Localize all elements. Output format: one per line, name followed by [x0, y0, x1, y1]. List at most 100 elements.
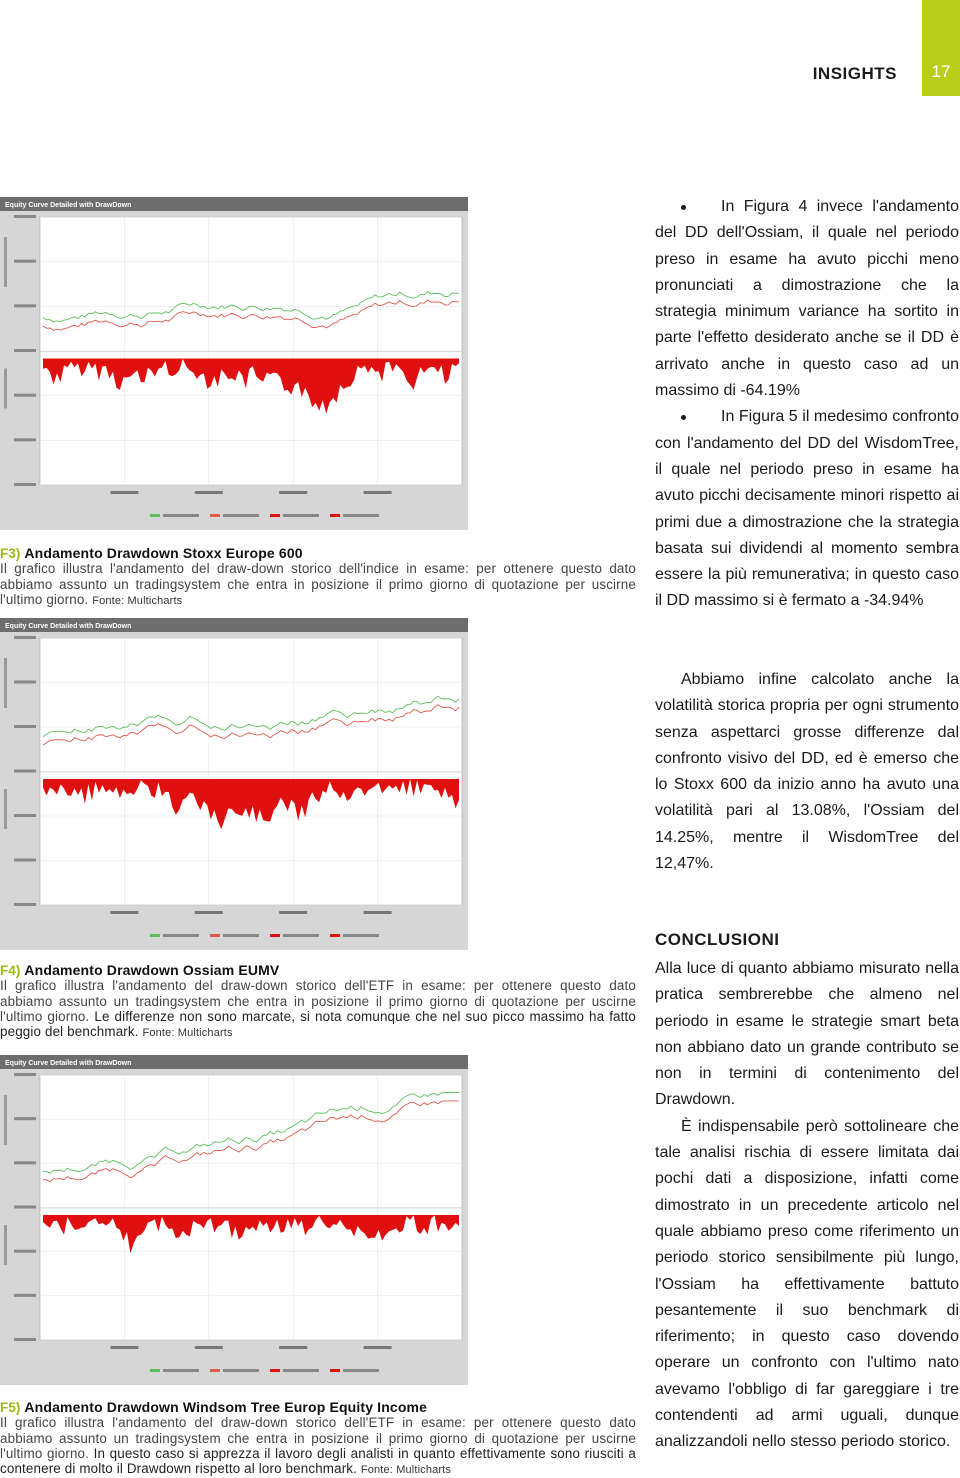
page-tab — [922, 0, 960, 96]
bullet-item: In Figura 5 il medesimo confronto con l'… — [655, 404, 959, 614]
drawdown-area — [43, 1215, 459, 1254]
caption-note: In questo caso si apprezza il lavoro deg… — [0, 1445, 636, 1477]
figure-chart: Equity Curve Detailed with DrawDown — [0, 618, 468, 950]
tick-label-blur — [14, 1338, 36, 1341]
figure-title: Andamento Drawdown Ossiam EUMV — [24, 962, 280, 978]
tick-label-blur — [14, 858, 36, 862]
chart-header — [0, 618, 468, 632]
tick-label-blur — [363, 1346, 392, 1349]
tick-label-blur — [14, 393, 36, 397]
caption-text: Il grafico illustra l'andamento del draw… — [0, 1415, 636, 1461]
legend-swatch — [150, 514, 160, 517]
equity-low-line — [42, 1100, 459, 1183]
tick-label-blur — [279, 491, 308, 494]
source: Fonte: Multicharts — [360, 1464, 452, 1477]
legend-swatch — [330, 1369, 340, 1372]
bullet-text: In Figura 4 invece l'andamento del DD de… — [655, 198, 959, 400]
bullet — [681, 205, 686, 210]
equity-high-line — [42, 291, 460, 323]
source: Fonte: Multicharts — [92, 594, 183, 607]
paragraph: Abbiamo infine calcolato anche la volati… — [655, 667, 959, 877]
tick-label-blur — [14, 304, 36, 308]
figure-chart: Equity Curve Detailed with DrawDown — [0, 197, 468, 530]
tick-label-blur — [14, 349, 36, 352]
chart-header — [0, 1055, 468, 1069]
tick-label-blur — [110, 1346, 139, 1349]
tick-label-blur — [14, 903, 36, 906]
axis-label-blur — [4, 789, 7, 829]
tick-label-blur — [14, 259, 36, 263]
tick-label-blur — [110, 491, 139, 494]
legend-swatch — [270, 514, 280, 517]
tick-label-blur — [194, 491, 223, 494]
legend-label-blur — [223, 514, 259, 517]
legend-label-blur — [223, 1369, 259, 1372]
equity-high-line — [42, 695, 460, 738]
page-number: 17 — [931, 62, 951, 81]
axis-label-blur — [4, 1095, 7, 1145]
legend-label-blur — [163, 514, 199, 517]
caption-note: Le differenze non sono marcate, si nota … — [0, 1008, 636, 1040]
tick-label-blur — [14, 483, 36, 486]
legend-swatch — [330, 934, 340, 937]
figure-label: F5) — [0, 1400, 21, 1415]
tick-label-blur — [14, 1161, 36, 1165]
tick-label-blur — [14, 814, 36, 817]
tick-label-blur — [363, 911, 392, 914]
legend-label-blur — [343, 1369, 379, 1372]
chart-title: Equity Curve Detailed with DrawDown — [5, 202, 131, 209]
paragraph-text: Abbiamo infine calcolato anche la volati… — [655, 671, 959, 873]
legend-swatch — [270, 1369, 280, 1372]
legend-swatch — [210, 514, 220, 517]
paragraph-text: È indispensabile però sottolineare che t… — [655, 1117, 959, 1451]
source: Fonte: Multicharts — [142, 1027, 233, 1040]
paragraph-text: Alla luce di quanto abbiamo misurato nel… — [655, 960, 959, 1109]
chart-title: Equity Curve Detailed with DrawDown — [5, 1060, 131, 1067]
tick-label-blur — [194, 911, 223, 914]
caption-text: Il grafico illustra l'andamento del draw… — [0, 561, 636, 607]
bullet-text: In Figura 5 il medesimo confronto con l'… — [655, 408, 959, 610]
bullet-item: In Figura 4 invece l'andamento del DD de… — [655, 194, 959, 404]
tick-label-blur — [363, 491, 392, 494]
figure-title: Andamento Drawdown Stoxx Europe 600 — [24, 545, 303, 561]
figure-chart: Equity Curve Detailed with DrawDown — [0, 1055, 468, 1385]
tick-label-blur — [14, 1205, 36, 1209]
heading: CONCLUSIONI — [655, 930, 780, 949]
legend-label-blur — [283, 1369, 319, 1372]
tick-label-blur — [14, 725, 36, 728]
axis-label-blur — [4, 658, 7, 708]
bullet — [681, 415, 686, 421]
figure-label: F3) — [0, 546, 21, 561]
axis-label-blur — [4, 1225, 7, 1265]
axis-label-blur — [4, 368, 7, 409]
equity-high-line — [42, 1092, 459, 1174]
caption-text: Il grafico illustra l'andamento del draw… — [0, 978, 636, 1024]
legend-label-blur — [343, 934, 379, 937]
caption: F4) Andamento Drawdown Ossiam EUMV Il gr… — [0, 962, 636, 1041]
tick-label-blur — [279, 1346, 308, 1349]
legend-swatch — [210, 1369, 220, 1372]
legend-label-blur — [283, 934, 319, 937]
figure-title: Andamento Drawdown Windsom Tree Europ Eq… — [24, 1399, 428, 1415]
legend-swatch — [330, 514, 340, 517]
section-title: INSIGHTS — [812, 64, 897, 83]
tick-label-blur — [14, 1117, 36, 1121]
caption: F5) Andamento Drawdown Windsom Tree Euro… — [0, 1399, 636, 1478]
legend-label-blur — [223, 934, 259, 937]
tick-label-blur — [14, 438, 36, 442]
tick-label-blur — [279, 911, 308, 914]
drawdown-area — [43, 358, 459, 414]
tick-label-blur — [14, 215, 36, 218]
figure-label: F4) — [0, 963, 21, 978]
legend-label-blur — [343, 514, 379, 517]
text-column: In Figura 4 invece l'andamento del DD de… — [655, 194, 959, 615]
caption: F3) Andamento Drawdown Stoxx Europe 600 … — [0, 545, 636, 609]
drawdown-area — [43, 779, 459, 830]
legend-label-blur — [283, 514, 319, 517]
legend-swatch — [150, 1369, 160, 1372]
legend-swatch — [150, 934, 160, 937]
legend-label-blur — [163, 1369, 199, 1372]
tick-label-blur — [110, 911, 139, 914]
chart-title: Equity Curve Detailed with DrawDown — [5, 623, 131, 630]
